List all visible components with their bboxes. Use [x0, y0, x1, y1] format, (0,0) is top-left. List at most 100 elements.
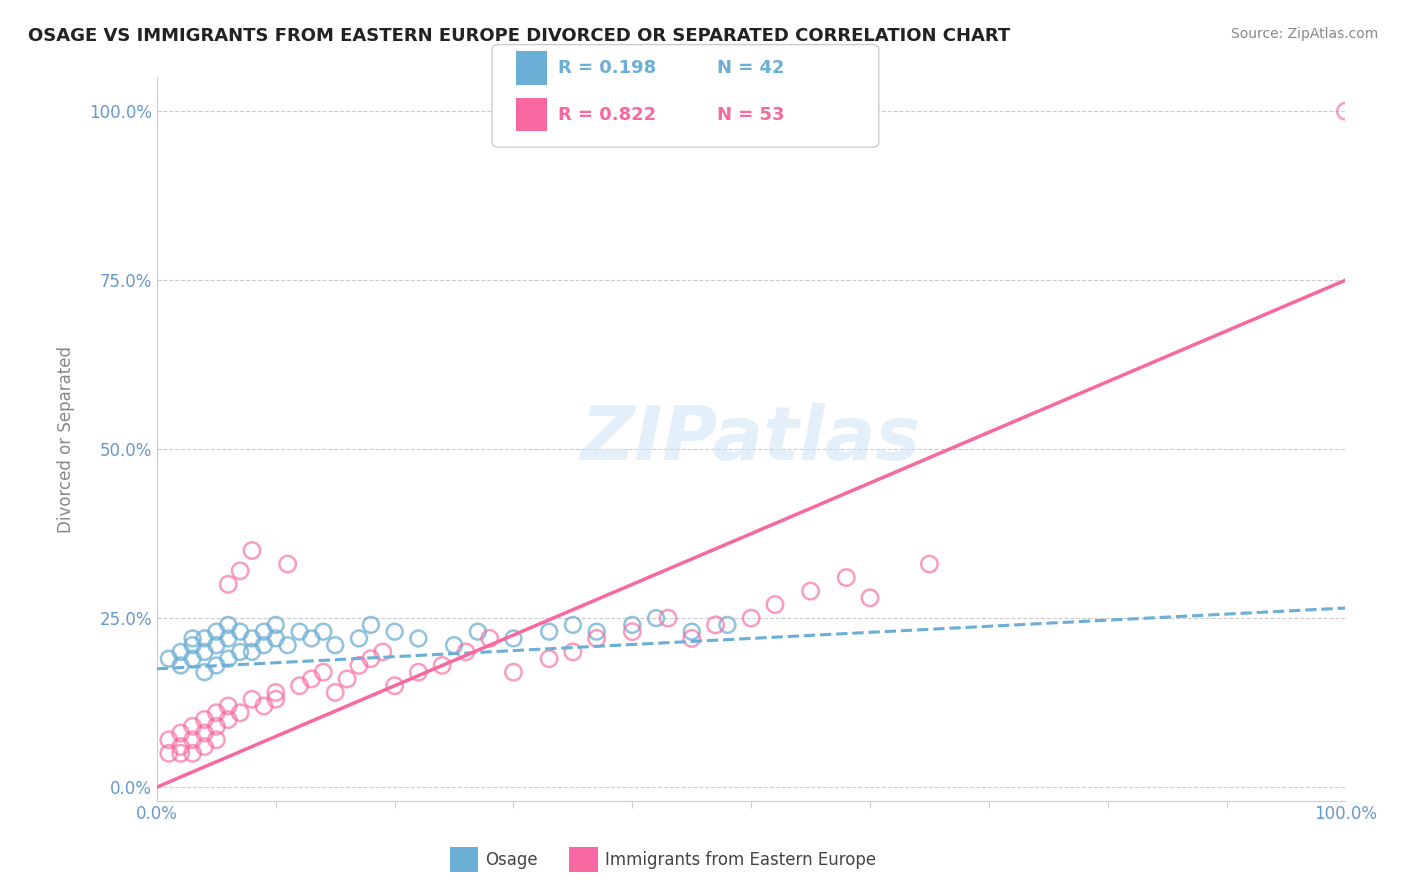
Point: [253, 624, 276, 639]
Point: [408, 665, 430, 680]
Point: [288, 679, 311, 693]
Point: [538, 624, 561, 639]
Point: [301, 672, 323, 686]
Point: [217, 618, 239, 632]
Point: [205, 638, 228, 652]
Point: [645, 611, 668, 625]
Point: [157, 651, 180, 665]
Point: [240, 645, 263, 659]
Point: [157, 732, 180, 747]
Point: [277, 638, 299, 652]
Point: [181, 732, 204, 747]
Point: [205, 732, 228, 747]
Point: [301, 632, 323, 646]
Point: [205, 624, 228, 639]
Point: [170, 645, 193, 659]
Point: [170, 747, 193, 761]
Point: [347, 632, 370, 646]
Point: [205, 719, 228, 733]
Text: ZIPatlas: ZIPatlas: [581, 402, 921, 475]
Point: [181, 638, 204, 652]
Y-axis label: Divorced or Separated: Divorced or Separated: [58, 345, 75, 533]
Point: [621, 618, 644, 632]
Point: [170, 658, 193, 673]
Point: [288, 624, 311, 639]
Point: [538, 651, 561, 665]
Point: [859, 591, 882, 605]
Point: [740, 611, 762, 625]
Point: [217, 698, 239, 713]
Point: [918, 557, 941, 571]
Point: [193, 726, 215, 740]
Point: [193, 713, 215, 727]
Point: [264, 692, 287, 706]
Point: [347, 658, 370, 673]
Point: [253, 638, 276, 652]
Point: [217, 632, 239, 646]
Point: [360, 618, 382, 632]
Point: [229, 706, 252, 720]
Text: R = 0.198: R = 0.198: [558, 59, 657, 77]
Point: [170, 726, 193, 740]
Point: [181, 719, 204, 733]
Text: Osage: Osage: [485, 851, 537, 869]
Point: [264, 618, 287, 632]
Point: [704, 618, 727, 632]
Point: [371, 645, 394, 659]
Point: [240, 543, 263, 558]
Point: [430, 658, 453, 673]
Point: [384, 679, 406, 693]
Point: [561, 618, 583, 632]
Point: [253, 698, 276, 713]
Point: [181, 651, 204, 665]
Point: [229, 645, 252, 659]
Point: [443, 638, 465, 652]
Point: [681, 632, 703, 646]
Point: [240, 692, 263, 706]
Point: [323, 685, 346, 699]
Point: [336, 672, 359, 686]
Point: [157, 747, 180, 761]
Point: [240, 632, 263, 646]
Text: N = 42: N = 42: [717, 59, 785, 77]
Point: [408, 632, 430, 646]
Point: [193, 665, 215, 680]
Text: R = 0.822: R = 0.822: [558, 105, 657, 123]
Point: [467, 624, 489, 639]
Point: [181, 632, 204, 646]
Point: [1334, 104, 1357, 119]
Point: [181, 747, 204, 761]
Point: [800, 584, 823, 599]
Point: [585, 624, 607, 639]
Point: [835, 571, 858, 585]
Point: [312, 665, 335, 680]
Point: [193, 645, 215, 659]
Point: [323, 638, 346, 652]
Point: [657, 611, 679, 625]
Point: [360, 651, 382, 665]
Point: [681, 624, 703, 639]
Point: [217, 577, 239, 591]
Point: [217, 713, 239, 727]
Point: [193, 632, 215, 646]
Point: [217, 651, 239, 665]
Text: OSAGE VS IMMIGRANTS FROM EASTERN EUROPE DIVORCED OR SEPARATED CORRELATION CHART: OSAGE VS IMMIGRANTS FROM EASTERN EUROPE …: [28, 27, 1011, 45]
Text: N = 53: N = 53: [717, 105, 785, 123]
Point: [264, 632, 287, 646]
Point: [502, 632, 524, 646]
Point: [229, 564, 252, 578]
Point: [502, 665, 524, 680]
Point: [312, 624, 335, 639]
Point: [716, 618, 738, 632]
Text: Source: ZipAtlas.com: Source: ZipAtlas.com: [1230, 27, 1378, 41]
Point: [454, 645, 477, 659]
Point: [193, 739, 215, 754]
Point: [585, 632, 607, 646]
Point: [621, 624, 644, 639]
Point: [561, 645, 583, 659]
Point: [229, 624, 252, 639]
Point: [170, 739, 193, 754]
Point: [478, 632, 501, 646]
Point: [763, 598, 786, 612]
Text: Immigrants from Eastern Europe: Immigrants from Eastern Europe: [605, 851, 876, 869]
